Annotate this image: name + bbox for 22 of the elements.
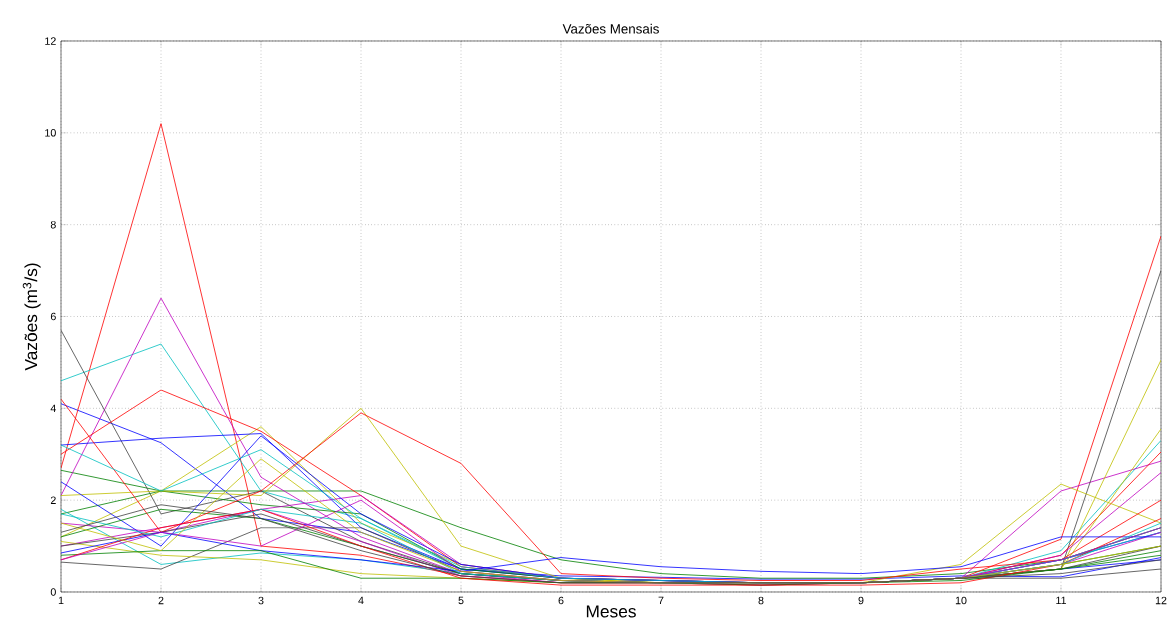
y-tick-label: 6 <box>50 312 56 321</box>
x-tick-label: 4 <box>358 596 364 605</box>
y-axis-title: Vazões (m$^{3}$/s) <box>22 263 41 371</box>
y-tick-label: 0 <box>50 588 56 596</box>
y-tick-label: 4 <box>50 404 56 412</box>
y-tick-label: 8 <box>50 220 56 229</box>
y-tick-label: 2 <box>50 496 56 504</box>
x-tick-label: 1 <box>58 596 64 605</box>
x-tick-label: 5 <box>458 596 464 605</box>
chart-title: Vazões Mensais <box>562 23 659 34</box>
x-axis-title: Meses <box>586 605 636 618</box>
x-tick-label: 7 <box>658 596 664 605</box>
x-tick-label: 11 <box>1056 596 1067 605</box>
y-tick-label: 10 <box>45 129 56 137</box>
x-tick-label: 10 <box>955 596 967 605</box>
x-tick-label: 3 <box>258 596 264 605</box>
x-tick-label: 12 <box>1155 596 1167 605</box>
x-tick-label: 8 <box>758 596 764 605</box>
y-tick-label: 12 <box>45 37 56 45</box>
x-tick-label: 2 <box>158 596 164 605</box>
x-tick-label: 6 <box>558 596 564 605</box>
x-tick-label: 9 <box>858 596 864 605</box>
